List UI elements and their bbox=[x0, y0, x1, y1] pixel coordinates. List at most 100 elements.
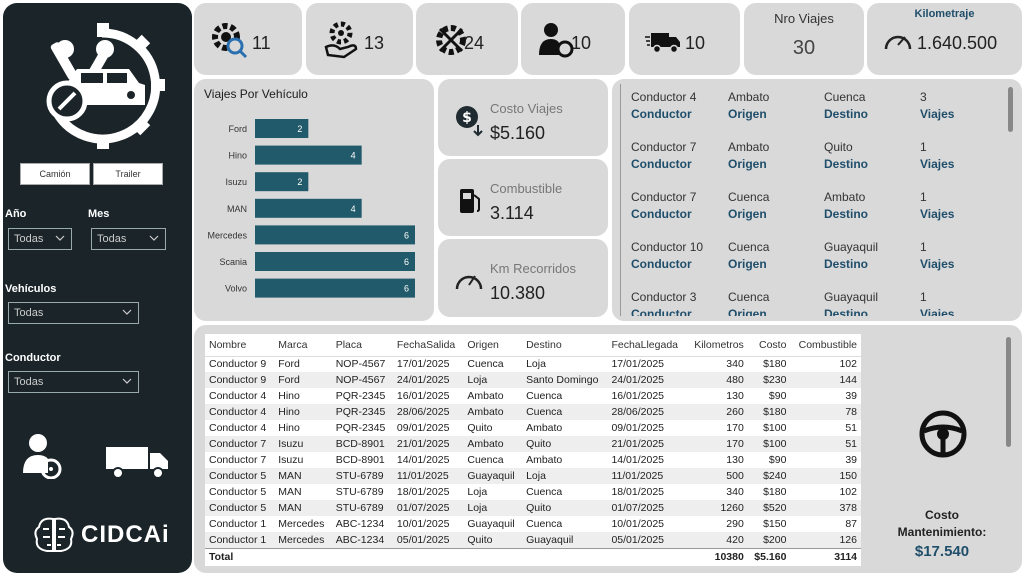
table-header-row: Nombre Marca Placa FechaSalida Origen Destino… bbox=[205, 334, 861, 357]
table-cell: Ambato bbox=[522, 452, 608, 468]
table-cell: 1260 bbox=[686, 500, 748, 516]
table-cell: Cuenca bbox=[522, 404, 608, 420]
combustible-title: Combustible bbox=[490, 181, 563, 196]
trip-label-destino: Destino bbox=[824, 157, 869, 171]
trip-label-conductor: Conductor bbox=[631, 307, 692, 316]
trip-destination: Quito bbox=[824, 140, 853, 154]
trip-count: 1 bbox=[920, 240, 927, 254]
table-cell: ABC-1234 bbox=[331, 516, 393, 532]
table-cell: Quito bbox=[463, 420, 523, 436]
column-header[interactable]: Marca bbox=[274, 334, 332, 357]
brain-circuit-icon bbox=[34, 517, 74, 552]
trips-table: Nombre Marca Placa FechaSalida Origen Destino… bbox=[205, 334, 861, 566]
bar[interactable] bbox=[255, 172, 309, 192]
table-cell: Ambato bbox=[463, 404, 523, 420]
trip-label-conductor: Conductor bbox=[631, 257, 692, 271]
trip-label-origen: Origen bbox=[728, 107, 767, 121]
column-header[interactable]: Combustible bbox=[790, 334, 861, 357]
table-row: Conductor 1 Mercedes ABC-1234 10/01/2025 Gua… bbox=[205, 516, 861, 532]
table-cell: 16/01/2025 bbox=[607, 388, 687, 404]
anio-dropdown[interactable]: Todas bbox=[8, 228, 72, 250]
table-cell: 18/01/2025 bbox=[392, 484, 464, 500]
bar[interactable] bbox=[255, 252, 415, 271]
vehiculos-label: Vehículos bbox=[5, 283, 57, 295]
trip-label-destino: Destino bbox=[824, 257, 869, 271]
svg-text:$: $ bbox=[462, 110, 472, 126]
viajes-por-vehiculo-chart: Ford 2 Hino 4 Isuzu 2 MAN 4 Mercedes 6 Scania 6 Volv… bbox=[207, 119, 415, 298]
table-cell: $100 bbox=[747, 420, 791, 436]
trips-scrollbar[interactable] bbox=[1008, 87, 1013, 132]
trip-label-conductor: Conductor bbox=[631, 107, 692, 121]
table-cell: 51 bbox=[790, 436, 861, 452]
table-cell: $230 bbox=[747, 372, 791, 388]
column-header[interactable]: Placa bbox=[331, 334, 393, 357]
bar[interactable] bbox=[255, 278, 415, 298]
chevron-down-icon bbox=[149, 235, 159, 241]
table-cell: STU-6789 bbox=[331, 468, 393, 484]
column-header[interactable]: Origen bbox=[463, 334, 523, 357]
column-header[interactable]: Nombre bbox=[205, 334, 275, 357]
table-cell: Conductor 7 bbox=[205, 436, 275, 452]
bar[interactable] bbox=[255, 145, 362, 165]
column-header[interactable]: FechaSalida bbox=[392, 334, 464, 357]
column-header[interactable]: Kilometros bbox=[686, 334, 748, 357]
trailer-button[interactable]: Trailer bbox=[93, 163, 163, 185]
table-cell: 340 bbox=[686, 484, 748, 500]
column-header[interactable]: Costo bbox=[747, 334, 791, 357]
table-cell: 11/01/2025 bbox=[607, 468, 687, 484]
table-cell: Conductor 7 bbox=[205, 452, 275, 468]
kilometraje-title: Kilometraje bbox=[914, 8, 975, 20]
conductor-dropdown[interactable]: Todas bbox=[8, 371, 139, 393]
table-cell: 14/01/2025 bbox=[392, 452, 464, 468]
anio-value: Todas bbox=[14, 233, 44, 245]
trip-label-viajes: Viajes bbox=[920, 157, 955, 171]
table-cell: $90 bbox=[747, 452, 791, 468]
trip-count: 1 bbox=[920, 140, 927, 154]
table-cell: Conductor 4 bbox=[205, 404, 275, 420]
trip-label-destino: Destino bbox=[824, 307, 869, 316]
trip-label-origen: Origen bbox=[728, 157, 767, 171]
trip-label-viajes: Viajes bbox=[920, 207, 955, 221]
bar-value-label: 4 bbox=[351, 151, 356, 161]
table-cell: 378 bbox=[790, 500, 861, 516]
camion-button[interactable]: Camión bbox=[20, 163, 90, 185]
combustible-card: Combustible 3.114 bbox=[438, 159, 608, 236]
table-cell: 420 bbox=[686, 532, 748, 548]
vehiculos-dropdown[interactable]: Todas bbox=[8, 302, 139, 324]
table-cell: Cuenca bbox=[463, 356, 523, 372]
column-header[interactable]: FechaLlegada bbox=[607, 334, 687, 357]
trip-label-destino: Destino bbox=[824, 107, 869, 121]
table-cell: $90 bbox=[747, 388, 791, 404]
table-cell: $180 bbox=[747, 404, 791, 420]
speedometer-icon bbox=[884, 35, 912, 50]
bar[interactable] bbox=[255, 119, 309, 138]
table-cell: $200 bbox=[747, 532, 791, 548]
table-cell: Ford bbox=[274, 356, 332, 372]
kpi-card-nro-viajes: Nro Viajes 30 bbox=[744, 3, 864, 75]
table-cell: 102 bbox=[790, 484, 861, 500]
table-cell: 11/01/2025 bbox=[392, 468, 464, 484]
table-cell: BCD-8901 bbox=[331, 452, 393, 468]
trip-origin: Cuenca bbox=[728, 190, 770, 204]
bar[interactable] bbox=[255, 225, 415, 245]
combustible-value: 3.114 bbox=[490, 203, 534, 223]
table-cell: 51 bbox=[790, 420, 861, 436]
table-cell: Guayaquil bbox=[522, 532, 608, 548]
column-header[interactable]: Destino bbox=[522, 334, 608, 357]
brand: CIDCAi bbox=[33, 515, 170, 555]
table-cell: 14/01/2025 bbox=[607, 452, 687, 468]
car-gear-logo-icon bbox=[46, 23, 165, 149]
bar[interactable] bbox=[255, 198, 362, 218]
table-cell: 290 bbox=[686, 516, 748, 532]
trip-driver: Conductor 3 bbox=[631, 290, 697, 304]
table-scrollbar[interactable] bbox=[1006, 337, 1011, 447]
mes-dropdown[interactable]: Todas bbox=[91, 228, 166, 250]
table-cell: MAN bbox=[274, 484, 332, 500]
kpi-card-gear-tools: 24 bbox=[416, 3, 518, 75]
trip-driver: Conductor 7 bbox=[631, 190, 697, 204]
table-cell: 102 bbox=[790, 356, 861, 372]
bar-value-label: 2 bbox=[297, 177, 302, 187]
table-cell: Ambato bbox=[463, 388, 523, 404]
trips-table-container: Nombre Marca Placa FechaSalida Origen Destino… bbox=[205, 334, 861, 566]
kpi-card-delivery-truck: 10 bbox=[629, 3, 740, 75]
